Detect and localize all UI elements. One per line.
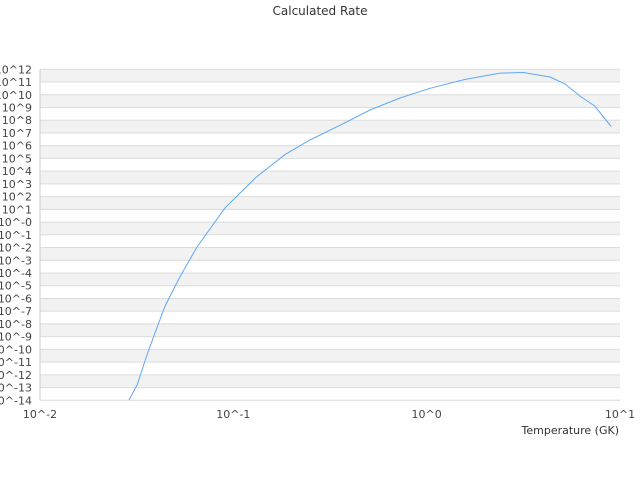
grid-band: [40, 171, 620, 184]
y-tick-label: 10^-1: [0, 229, 32, 242]
grid-band: [40, 94, 620, 108]
y-tick-label: 10^5: [2, 152, 32, 165]
grid-band: [40, 349, 620, 363]
x-tick-label: 10^1: [605, 408, 635, 421]
y-tick-label: 10^10: [0, 89, 32, 102]
grid-band: [40, 120, 620, 133]
y-tick-label: 10^9: [2, 101, 32, 114]
y-tick-label: 10^6: [2, 140, 32, 153]
y-tick-label: 10^1: [2, 203, 32, 216]
y-tick-label: 10^-6: [0, 292, 32, 305]
x-axis-label: Temperature (GK): [521, 424, 620, 437]
y-tick-label: 10^-4: [0, 267, 32, 280]
y-tick-label: 10^8: [2, 114, 32, 127]
grid-band: [40, 222, 620, 235]
x-tick-label: 10^-2: [23, 408, 57, 421]
grid-band: [40, 247, 620, 261]
grid-band: [40, 323, 620, 337]
y-tick-label: 10^2: [2, 191, 32, 204]
y-tick-label: 10^12: [0, 63, 32, 76]
y-tick-label: 10^-9: [0, 331, 32, 344]
y-tick-label: 10^-12: [0, 369, 32, 382]
grid-band: [40, 374, 620, 388]
y-tick-label: 10^-14: [0, 394, 32, 407]
y-tick-label: 10^11: [0, 76, 32, 89]
x-tick-label: 10^0: [412, 408, 442, 421]
grid-band: [40, 272, 620, 286]
y-tick-label: 10^4: [2, 165, 32, 178]
y-tick-label: 10^-5: [0, 280, 32, 293]
grid-band: [40, 69, 620, 83]
grid-band: [40, 196, 620, 210]
y-tick-label: 10^3: [2, 178, 32, 191]
y-tick-label: 10^-2: [0, 242, 32, 255]
y-tick-label: 10^-7: [0, 305, 32, 318]
y-tick-label: 10^7: [2, 127, 32, 140]
y-tick-label: 10^-10: [0, 343, 32, 356]
y-tick-label: 10^-0: [0, 216, 32, 229]
grid-band: [40, 145, 620, 159]
y-tick-label: 10^-3: [0, 254, 32, 267]
grid-band: [40, 298, 620, 312]
x-tick-label: 10^-1: [216, 408, 250, 421]
y-tick-label: 10^-11: [0, 356, 32, 369]
chart-title: Calculated Rate: [272, 4, 368, 18]
y-tick-label: 10^-8: [0, 318, 32, 331]
y-tick-label: 10^-13: [0, 382, 32, 395]
rate-line: [128, 71, 612, 401]
